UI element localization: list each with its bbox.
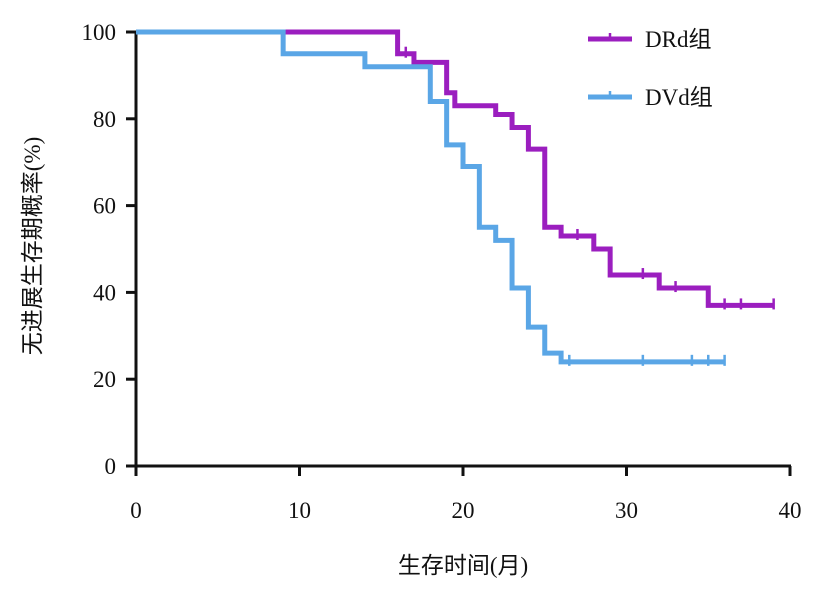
series-layer	[136, 29, 775, 366]
x-tick-label: 40	[779, 498, 802, 523]
y-axis-title: 无进展生存期概率(%)	[20, 137, 45, 355]
x-tick-label: 20	[452, 498, 475, 523]
y-tick-label: 0	[105, 454, 117, 479]
series-line-drd	[136, 29, 774, 308]
legend-entry-drd: DRd组	[588, 27, 711, 52]
x-ticks: 0 10 20 30 40	[130, 466, 802, 523]
y-tick-label: 20	[93, 367, 116, 392]
y-tick-label: 100	[82, 20, 117, 45]
x-tick-label: 10	[288, 498, 311, 523]
legend-label-dvd: DVd组	[645, 85, 713, 110]
x-tick-label: 0	[130, 498, 142, 523]
legend: DRd组 DVd组	[588, 27, 713, 110]
y-tick-label: 60	[93, 194, 116, 219]
legend-label-drd: DRd组	[645, 27, 711, 52]
x-axis-title: 生存时间(月)	[398, 553, 528, 578]
series-line-dvd	[136, 29, 725, 365]
y-tick-label: 80	[93, 107, 116, 132]
series-dvd	[136, 29, 726, 366]
y-ticks: 0 20 40 60 80 100	[82, 20, 136, 479]
legend-entry-dvd: DVd组	[588, 85, 713, 110]
x-tick-label: 30	[615, 498, 638, 523]
y-tick-label: 40	[93, 280, 116, 305]
series-drd	[136, 29, 775, 310]
